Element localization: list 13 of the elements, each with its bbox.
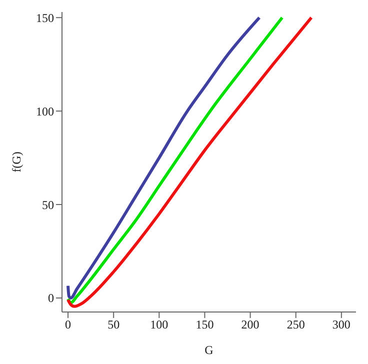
x-tick-label: 250 bbox=[286, 318, 305, 332]
x-tick-label: 50 bbox=[108, 318, 120, 332]
x-tick-label: 100 bbox=[150, 318, 168, 332]
y-tick-label: 50 bbox=[42, 198, 54, 212]
y-tick-label: 100 bbox=[36, 104, 54, 118]
x-axis-title: G bbox=[204, 343, 214, 357]
x-tick-label: 150 bbox=[196, 318, 214, 332]
x-tick-label: 200 bbox=[241, 318, 260, 332]
y-axis-title: f(G) bbox=[9, 152, 24, 172]
x-tick-label: 0 bbox=[65, 318, 72, 332]
x-tick-label: 300 bbox=[332, 318, 350, 332]
y-tick-label: 0 bbox=[48, 291, 54, 306]
y-tick-label: 150 bbox=[36, 10, 54, 25]
